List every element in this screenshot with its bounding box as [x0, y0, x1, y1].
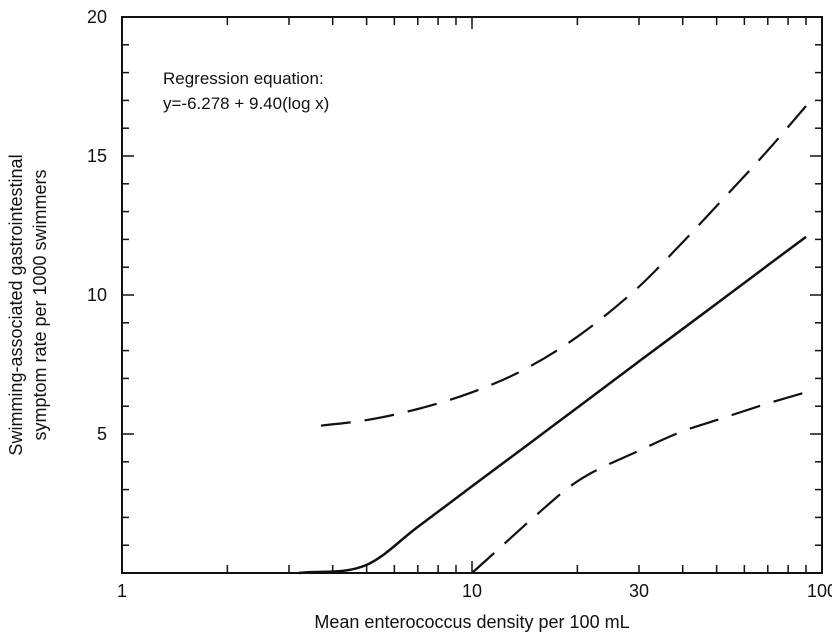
y-tick-label: 10 — [87, 285, 107, 305]
y-ticks: 5 10 15 20 — [87, 7, 822, 574]
x-tick-label: 10 — [462, 581, 482, 601]
annotation-line-2: y=-6.278 + 9.40(log x) — [163, 94, 329, 113]
x-tick-label: 100 — [807, 581, 832, 601]
series-group — [298, 105, 807, 575]
y-tick-label: 5 — [97, 424, 107, 444]
y-tick-label: 15 — [87, 146, 107, 166]
x-tick-label: 1 — [117, 581, 127, 601]
y-tick-label: 20 — [87, 7, 107, 27]
regression-line — [298, 235, 807, 575]
y-axis-title-line-2: symptom rate per 1000 swimmers — [30, 169, 50, 440]
x-tick-label: 30 — [629, 581, 649, 601]
upper-confidence-band — [320, 105, 807, 427]
x-axis-title: Mean enterococcus density per 100 mL — [314, 612, 629, 632]
x-ticks: 1 10 30 100 — [117, 17, 832, 601]
lower-confidence-band — [471, 391, 807, 574]
y-axis-title-line-1: Swimming-associated gastrointestinal — [6, 154, 26, 455]
annotation-line-1: Regression equation: — [163, 69, 324, 88]
